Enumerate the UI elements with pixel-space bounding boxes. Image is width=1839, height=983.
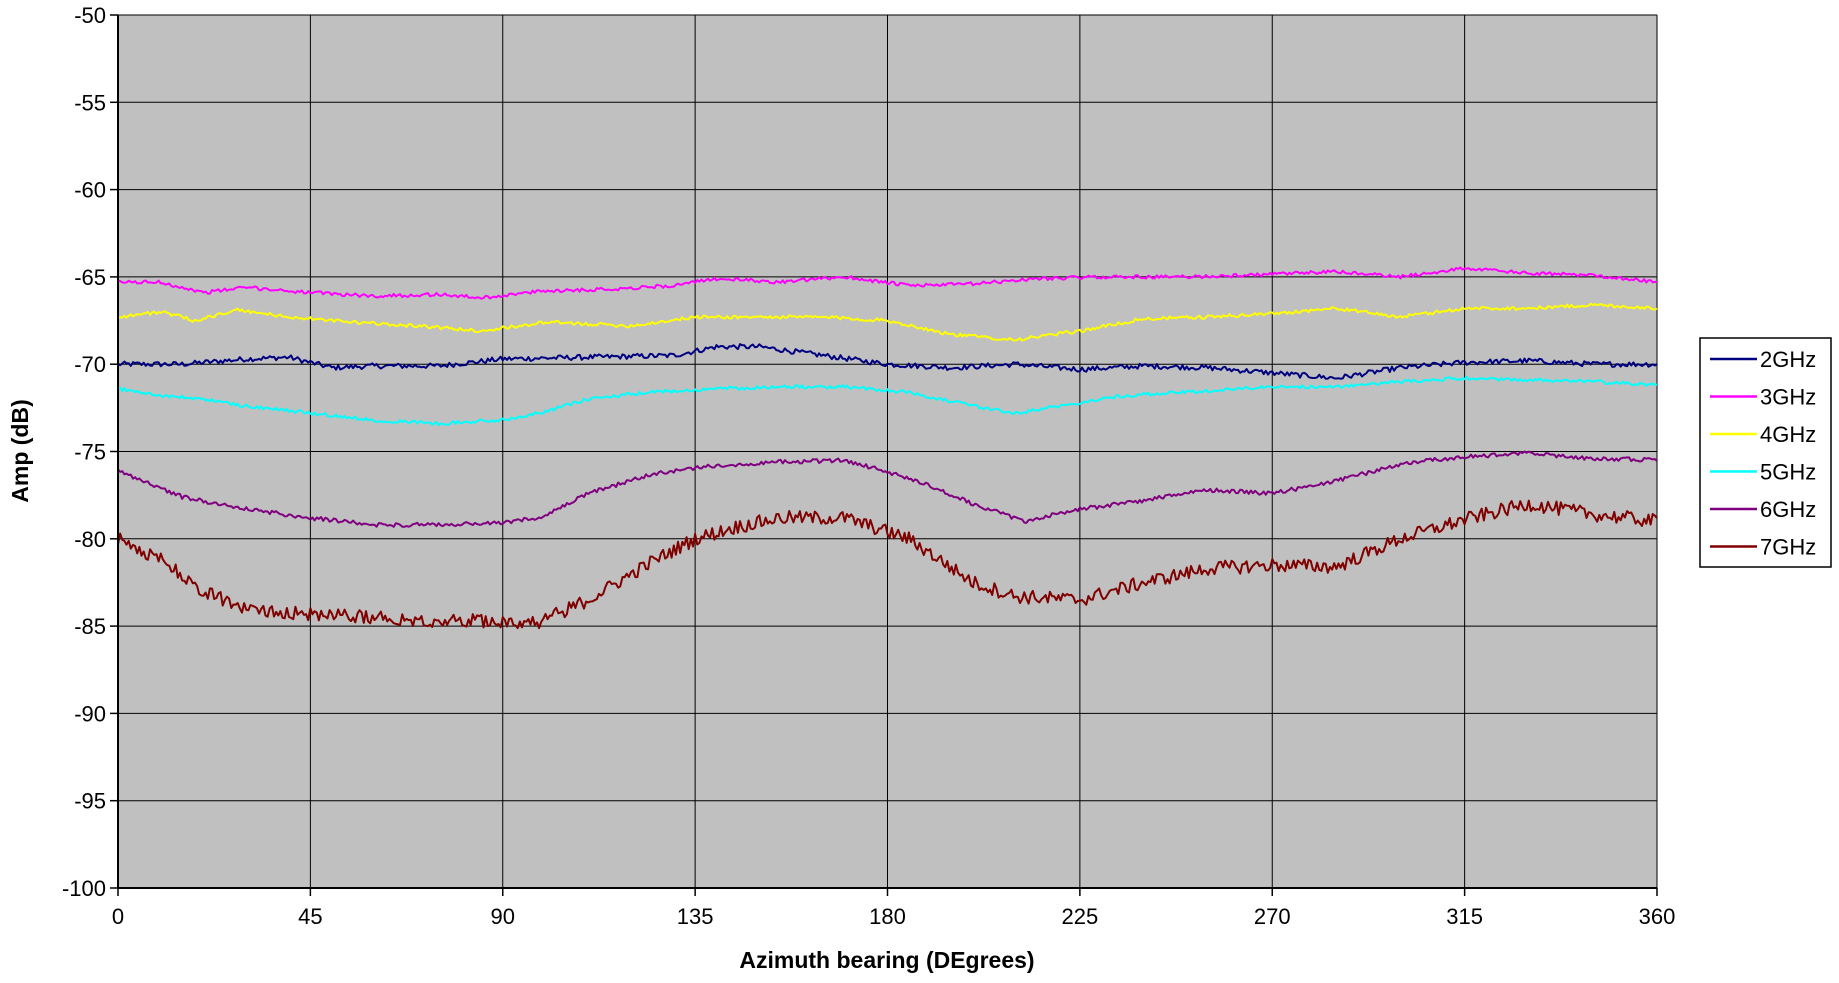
y-tick-label: -55 (74, 90, 106, 115)
x-tick-label: 360 (1639, 904, 1676, 929)
y-tick-label: -100 (62, 876, 106, 901)
y-tick-label: -85 (74, 614, 106, 639)
x-tick-label: 45 (298, 904, 322, 929)
x-tick-labels: 0 45 90 135 180 225 270 315 360 (112, 888, 1675, 929)
y-tick-label: -50 (74, 3, 106, 28)
y-axis-title: Amp (dB) (7, 399, 33, 502)
x-tick-label: 90 (491, 904, 515, 929)
x-axis-title: Azimuth bearing (DEgrees) (739, 947, 1034, 973)
series-line-2GHz (117, 343, 1658, 380)
legend: 2GHz 3GHz 4GHz 5GHz 6GHz 7GHz (1699, 337, 1832, 568)
legend-label: 7GHz (1760, 535, 1816, 560)
x-tick-label: 270 (1254, 904, 1291, 929)
series-line-5GHz (117, 375, 1658, 427)
legend-label: 6GHz (1760, 497, 1816, 522)
legend-label: 5GHz (1760, 460, 1816, 485)
y-tick-label: -80 (74, 527, 106, 552)
series-layer (117, 266, 1658, 630)
series-line-3GHz (117, 266, 1658, 300)
y-tick-label: -70 (74, 352, 106, 377)
series-line-7GHz (117, 499, 1658, 630)
x-tick-label: 0 (112, 904, 124, 929)
x-tick-label: 315 (1446, 904, 1483, 929)
legend-box (1699, 337, 1832, 568)
legend-label: 3GHz (1760, 385, 1816, 410)
legend-label: 2GHz (1760, 347, 1816, 372)
y-tick-label: -90 (74, 701, 106, 726)
y-tick-labels: -50 -55 -60 -65 -70 -75 -80 -85 -90 -95 -100 (62, 3, 118, 901)
legend-label: 4GHz (1760, 422, 1816, 447)
y-tick-label: -75 (74, 440, 106, 465)
series-line-4GHz (117, 302, 1658, 342)
x-tick-label: 135 (677, 904, 714, 929)
y-tick-label: -60 (74, 178, 106, 203)
x-tick-label: 180 (869, 904, 906, 929)
y-tick-label: -95 (74, 789, 106, 814)
series-line-6GHz (117, 450, 1658, 528)
x-tick-label: 225 (1062, 904, 1099, 929)
y-tick-label: -65 (74, 265, 106, 290)
